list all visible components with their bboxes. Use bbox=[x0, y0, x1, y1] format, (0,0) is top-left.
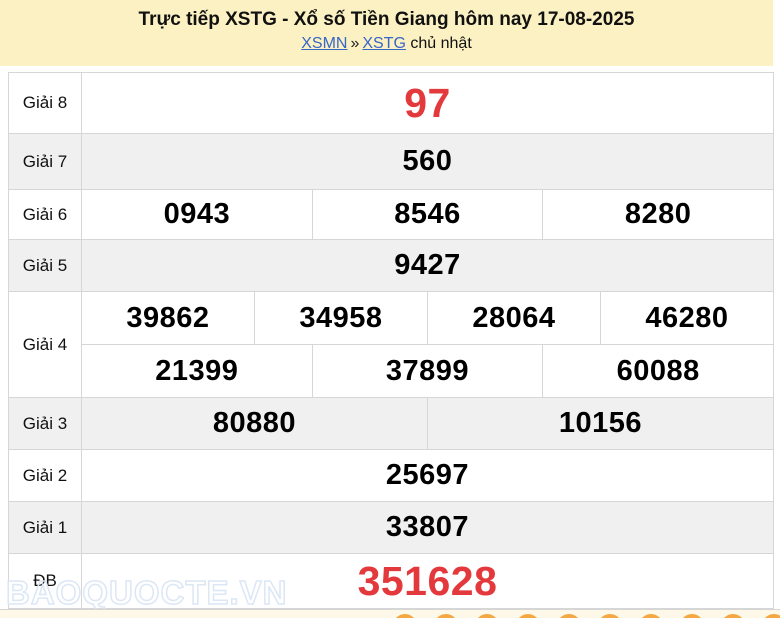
prize-number: 80880 bbox=[212, 407, 297, 439]
footer-ball-strip bbox=[0, 609, 780, 618]
prize-number: 9427 bbox=[394, 249, 461, 281]
lottery-ball-icon bbox=[434, 614, 458, 618]
prize-label: ĐB bbox=[33, 571, 57, 590]
lottery-ball-icon bbox=[762, 614, 780, 618]
prize-row: Giải 4 39862 34958 28064 46280 21399 37899 6008… bbox=[9, 291, 773, 397]
prize-label: Giải 5 bbox=[22, 255, 68, 275]
prize-row: ĐB 351628 bbox=[9, 553, 773, 608]
prize-row: Giải 5 9427 bbox=[9, 239, 773, 291]
prize-number: 28064 bbox=[427, 292, 600, 344]
prize-number: 37899 bbox=[311, 345, 543, 397]
prize-row: Giải 1 33807 bbox=[9, 501, 773, 553]
prize-label: Giải 6 bbox=[22, 204, 68, 224]
prize-row: Giải 3 80880 10156 bbox=[9, 397, 773, 449]
breadcrumb-link-xstg[interactable]: XSTG bbox=[362, 35, 406, 52]
prize-row: Giải 6 0943 8546 8280 bbox=[9, 189, 773, 239]
breadcrumb-suffix: chủ nhật bbox=[410, 35, 472, 52]
prize-number: 33807 bbox=[385, 511, 470, 543]
prize-number: 560 bbox=[402, 145, 453, 177]
lottery-ball-icon bbox=[721, 614, 745, 618]
breadcrumb-link-xsmn[interactable]: XSMN bbox=[301, 35, 348, 52]
page-title: Trực tiếp XSTG - Xổ số Tiền Giang hôm na… bbox=[138, 9, 635, 30]
results-table: Giải 8 97 Giải 7 560 Giải 6 0943 8546 8280 Giải … bbox=[8, 72, 774, 609]
prize-number: 34958 bbox=[254, 292, 427, 344]
lottery-ball-icon bbox=[393, 614, 417, 618]
prize-label: Giải 3 bbox=[22, 413, 68, 433]
prize-number: 10156 bbox=[427, 398, 773, 449]
prize-number: 351628 bbox=[357, 557, 498, 604]
lottery-ball-icon bbox=[557, 614, 581, 618]
prize-label: Giải 7 bbox=[22, 151, 68, 171]
prize-row: Giải 7 560 bbox=[9, 133, 773, 189]
lottery-ball-icon bbox=[475, 614, 499, 618]
prize-number: 46280 bbox=[600, 292, 773, 344]
prize-number: 39862 bbox=[126, 301, 210, 334]
prize-number: 97 bbox=[404, 79, 451, 126]
breadcrumb-separator: » bbox=[350, 35, 360, 52]
prize-row: Giải 2 25697 bbox=[9, 449, 773, 501]
lottery-ball-icon bbox=[598, 614, 622, 618]
prize-row: Giải 8 97 bbox=[9, 73, 773, 133]
lottery-ball-icon bbox=[516, 614, 540, 618]
prize-number: 8280 bbox=[542, 190, 773, 239]
prize-number: 8546 bbox=[311, 190, 543, 239]
prize-label: Giải 4 bbox=[22, 334, 68, 354]
lottery-ball-icon bbox=[639, 614, 663, 618]
prize-label: Giải 2 bbox=[22, 465, 68, 485]
prize-number: 0943 bbox=[163, 198, 231, 230]
prize-number: 25697 bbox=[385, 459, 470, 491]
prize-number: 21399 bbox=[155, 354, 239, 387]
prize-label: Giải 8 bbox=[22, 93, 68, 112]
lottery-ball-icon bbox=[680, 614, 704, 618]
page-header: Trực tiếp XSTG - Xổ số Tiền Giang hôm na… bbox=[0, 0, 773, 66]
prize-label: Giải 1 bbox=[22, 517, 68, 537]
breadcrumb: XSMN» XSTG chủ nhật bbox=[0, 34, 773, 54]
prize-number: 60088 bbox=[542, 345, 773, 397]
